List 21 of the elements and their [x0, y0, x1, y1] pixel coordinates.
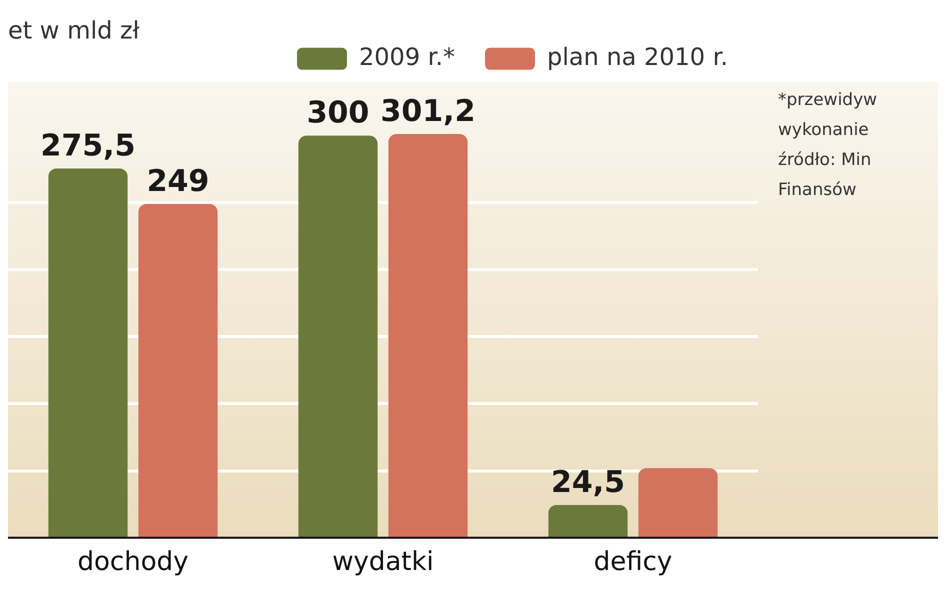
data-label: 249 [146, 164, 210, 199]
x-tick-label: dochody [78, 546, 188, 577]
bar [48, 168, 128, 538]
x-tick-label: wydatki [332, 546, 434, 577]
bar [638, 468, 718, 538]
text: źródło: Min [778, 150, 872, 170]
legend-label: plan na 2010 r. [547, 43, 728, 72]
legend-label: 2009 r.* [359, 43, 456, 72]
text: *przewidyw [778, 90, 878, 110]
x-tick-label: deficy [594, 546, 672, 577]
data-label: 301,2 [380, 94, 476, 129]
bar [138, 204, 218, 538]
bar [298, 136, 378, 538]
text: wykonanie [778, 120, 869, 140]
data-label: 24,5 [550, 464, 626, 500]
data-label: 275,5 [40, 128, 136, 164]
bar [388, 134, 468, 538]
chart-title: et w mld zł [8, 16, 140, 45]
text: Finansów [778, 180, 856, 200]
bar [548, 504, 628, 538]
data-label: 300 [306, 95, 370, 130]
